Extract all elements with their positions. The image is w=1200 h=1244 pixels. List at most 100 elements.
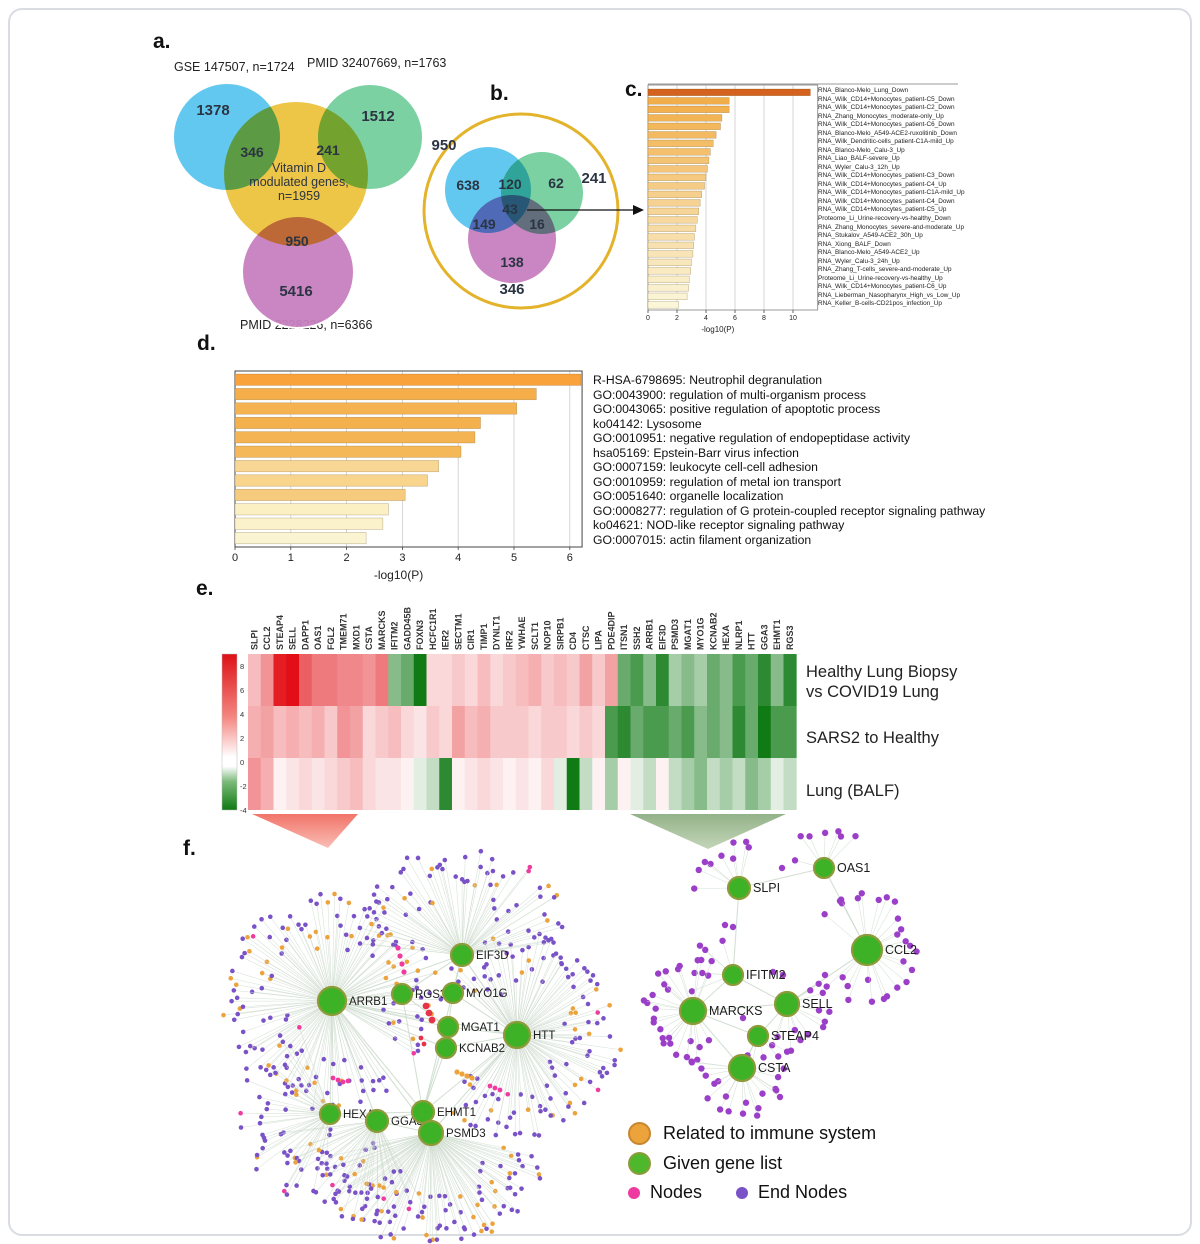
heatmap-cell <box>490 654 504 706</box>
leaf-edge <box>470 887 541 949</box>
heatmap-cell <box>413 654 427 706</box>
axis-tick-label: 10 <box>789 315 797 322</box>
leaf-edge <box>870 899 880 936</box>
leaf-edge <box>455 876 462 945</box>
end-node <box>437 862 443 868</box>
leaf-edge <box>710 863 731 882</box>
accent-node <box>340 1079 346 1085</box>
end-node <box>376 1078 382 1083</box>
immune-node <box>324 1172 329 1178</box>
leaf-edge <box>242 938 321 994</box>
end-node <box>378 1234 384 1240</box>
end-node <box>471 976 477 982</box>
venn-value-a-6: n=1959 <box>278 189 320 203</box>
leaf-edge <box>252 936 322 993</box>
end-node <box>854 895 862 902</box>
venn-value-b-9: 346 <box>499 281 524 298</box>
leaf-edge <box>262 1008 321 1050</box>
gene-hub-node <box>850 933 884 967</box>
end-node <box>496 973 502 978</box>
leaf-edge <box>296 1013 328 1091</box>
end-node <box>587 1079 593 1085</box>
leaf-edge <box>442 1137 540 1175</box>
venn-value-b-2: 120 <box>498 176 522 192</box>
accent-node <box>769 968 777 976</box>
immune-node <box>519 970 525 975</box>
leaf-edge <box>334 1014 345 1061</box>
heatmap-row1-line1: Healthy Lung Biopsy <box>806 663 958 681</box>
intermediate-node <box>505 1091 511 1097</box>
end-node <box>519 1186 524 1191</box>
end-node <box>650 1015 658 1022</box>
leaf-edge <box>432 902 457 946</box>
gene-hub-label: PSMD3 <box>446 1128 486 1140</box>
end-node <box>427 873 433 879</box>
end-node <box>708 957 715 965</box>
leaf-edge <box>256 1119 323 1170</box>
leaf-edge <box>519 933 540 1023</box>
bar-label: RNA_Zhang_Monocytes_moderate-only_Up <box>818 112 944 120</box>
plot-frame <box>234 370 583 548</box>
leaf-edge <box>322 1014 332 1102</box>
heatmap-cell <box>541 654 555 706</box>
leaf-edge <box>345 1005 394 1024</box>
leaf-edge <box>524 1045 571 1104</box>
end-node <box>370 942 376 947</box>
panel-b-letter: b. <box>490 82 509 105</box>
end-node <box>440 866 445 872</box>
intermediate-node <box>595 1010 601 1015</box>
nodes-icon <box>628 1186 640 1199</box>
leaf-edge <box>282 1041 325 1106</box>
leaf-edge <box>466 884 497 946</box>
heatmap-cell <box>617 758 631 810</box>
end-node <box>257 1094 262 1100</box>
leaf-edge <box>438 1141 480 1187</box>
leaf-edge <box>437 1143 493 1232</box>
end-node <box>563 1090 569 1096</box>
leaf-edge <box>439 1140 518 1212</box>
end-node <box>485 870 490 876</box>
immune-node <box>349 933 354 939</box>
heatmap-cell <box>452 758 466 810</box>
immune-node <box>394 1189 399 1195</box>
axis-tick-label: 0 <box>646 315 650 322</box>
leaf-edge <box>670 1021 686 1044</box>
end-node <box>498 1163 503 1169</box>
heatmap-cell <box>388 706 402 758</box>
bar-d <box>234 460 439 473</box>
end-node <box>364 935 370 941</box>
accent-node <box>425 1009 433 1017</box>
end-node <box>351 913 357 919</box>
leaf-edge <box>405 914 454 949</box>
end-node <box>745 844 752 851</box>
leaf-edge <box>287 1121 324 1164</box>
gene-hub-label: MARCKS <box>709 1004 762 1018</box>
heatmap-cell <box>324 758 338 810</box>
heatmap-cell <box>643 706 657 758</box>
end-node <box>437 1193 442 1199</box>
leaf-edge <box>513 1047 517 1113</box>
leaf-edge <box>290 1045 326 1106</box>
heatmap-cell <box>273 654 287 706</box>
gene-label: PSMD3 <box>670 619 680 650</box>
end-node <box>260 1132 265 1138</box>
leaf-edge <box>787 1015 792 1051</box>
leaf-edge <box>287 1004 319 1016</box>
end-node <box>722 1093 730 1100</box>
bar-label: RNA_Wilk_CD14+Monocytes_patient-C1A-mild… <box>818 189 965 197</box>
end-node <box>382 1176 388 1181</box>
end-node <box>421 1204 427 1210</box>
leaf-edge <box>315 1076 327 1105</box>
accent-node <box>418 1035 424 1041</box>
immune-node <box>391 964 396 969</box>
hub-edge <box>331 1000 449 1028</box>
leaf-edge <box>519 1047 540 1136</box>
heatmap-cell <box>732 654 746 706</box>
accent-node <box>335 1077 341 1083</box>
leaf-edge <box>522 953 557 1024</box>
leaf-edge <box>321 1127 369 1164</box>
end-node <box>823 983 830 990</box>
end-node <box>512 1191 518 1197</box>
leaf-edge <box>261 987 319 999</box>
bar-label: RNA_Stukalov_A549-ACE2_30h_Up <box>818 232 923 240</box>
